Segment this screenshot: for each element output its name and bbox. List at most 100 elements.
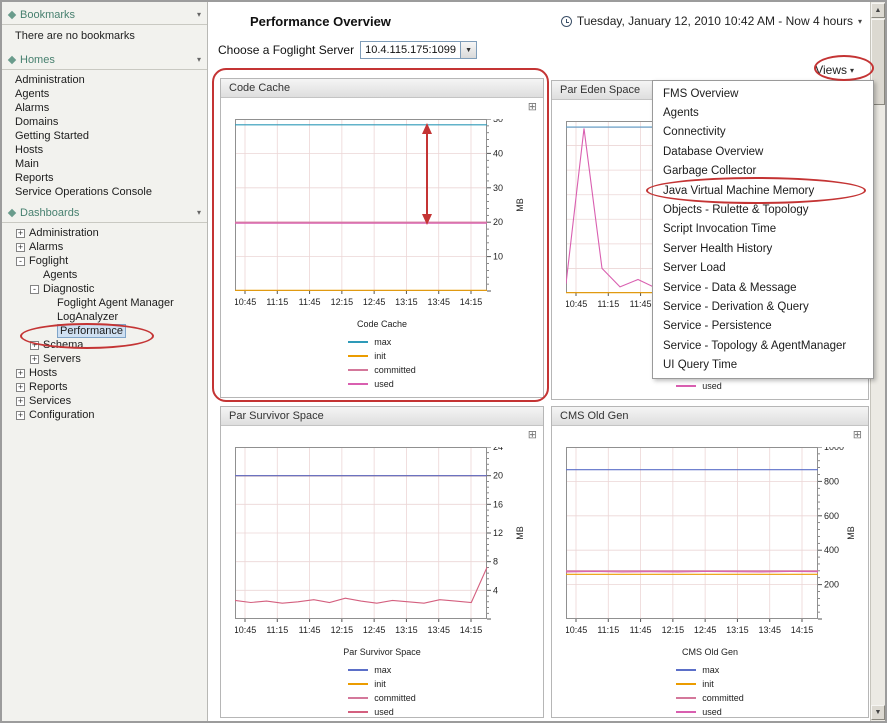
tree-label-schema[interactable]: Schema	[43, 339, 84, 351]
menu-item-garbage-collector[interactable]: Garbage Collector	[663, 165, 757, 178]
menu-item-agents[interactable]: Agents	[663, 107, 699, 120]
server-select[interactable]: 10.4.115.175:1099 ▼	[360, 41, 478, 59]
tree-label-reports[interactable]: Reports	[29, 381, 68, 393]
tree-label-foglight[interactable]: Foglight	[29, 255, 69, 267]
scrollbar-thumb[interactable]	[871, 19, 885, 105]
sidebar-item-agents[interactable]: Agents	[15, 88, 50, 100]
scroll-up-icon[interactable]: ▲	[871, 3, 885, 18]
chart-subtitle: Code Cache	[356, 319, 408, 329]
tree-item-loganalyzer[interactable]: LogAnalyzer	[2, 310, 207, 324]
views-button[interactable]: Views ▾	[815, 63, 854, 77]
legend-swatch	[676, 711, 697, 713]
tree-item-foglight-agent-manager[interactable]: Foglight Agent Manager	[2, 296, 207, 310]
menu-item-service-persistence[interactable]: Service - Persistence	[663, 320, 772, 333]
svg-text:11:15: 11:15	[266, 625, 288, 635]
section-collapse-icon[interactable]: ▾	[196, 55, 201, 64]
tree-item-agents[interactable]: Agents	[2, 268, 207, 282]
expand-icon[interactable]: +	[30, 339, 39, 350]
svg-text:13:45: 13:45	[427, 297, 450, 307]
legend-label: max	[702, 665, 720, 675]
collapse-icon[interactable]: -	[16, 256, 25, 266]
section-collapse-icon[interactable]: ▾	[196, 208, 201, 217]
menu-item-server-load[interactable]: Server Load	[663, 262, 726, 275]
sidebar-item-reports[interactable]: Reports	[15, 172, 54, 184]
menu-item-server-health-history[interactable]: Server Health History	[663, 242, 773, 255]
sidebar-item-hosts[interactable]: Hosts	[15, 144, 44, 156]
menu-item-service-derivation-query[interactable]: Service - Derivation & Query	[663, 300, 809, 313]
section-collapse-icon[interactable]: ▾	[196, 10, 201, 19]
menu-item-fms-overview[interactable]: FMS Overview	[663, 87, 739, 100]
sidebar-item-service-operations-console[interactable]: Service Operations Console	[15, 186, 152, 198]
maximize-icon[interactable]: ⊞	[527, 429, 537, 441]
tree-label-agents[interactable]: Agents	[43, 269, 78, 281]
legend-item-used: used	[676, 379, 744, 393]
tree-label-loganalyzer[interactable]: LogAnalyzer	[57, 311, 119, 323]
svg-text:11:45: 11:45	[630, 625, 652, 635]
legend-item-committed: committed	[676, 691, 744, 705]
expand-icon[interactable]: +	[16, 381, 25, 392]
expand-icon[interactable]: +	[16, 395, 25, 406]
legend-label: used	[702, 381, 722, 391]
tree-label-servers[interactable]: Servers	[43, 353, 81, 365]
svg-text:12:45: 12:45	[694, 625, 717, 635]
tree-label-foglight-agent-manager[interactable]: Foglight Agent Manager	[57, 297, 174, 309]
legend-item-used: used	[348, 705, 416, 719]
expand-icon[interactable]: +	[16, 241, 25, 252]
menu-item-service-topology-agentmanager[interactable]: Service - Topology & AgentManager	[663, 339, 847, 352]
legend-item-init: init	[676, 677, 744, 691]
expand-icon[interactable]: +	[16, 409, 25, 420]
sidebar-item-getting-started[interactable]: Getting Started	[15, 130, 89, 142]
tree-label-hosts[interactable]: Hosts	[29, 367, 58, 379]
tree-item-servers[interactable]: + Servers	[2, 352, 207, 366]
maximize-icon[interactable]: ⊞	[527, 101, 537, 113]
tree-item-foglight[interactable]: - Foglight	[2, 254, 207, 268]
chart-panel-title: Par Survivor Space	[221, 407, 543, 426]
collapse-icon[interactable]: -	[30, 284, 39, 294]
tree-item-alarms[interactable]: + Alarms	[2, 240, 207, 254]
menu-item-connectivity[interactable]: Connectivity	[663, 126, 726, 139]
tree-label-diagnostic[interactable]: Diagnostic	[43, 283, 95, 295]
dashboards-section-header[interactable]: Dashboards ▾	[2, 205, 207, 223]
sidebar-item-domains[interactable]: Domains	[15, 116, 59, 128]
tree-label-performance[interactable]: Performance	[57, 324, 126, 338]
main-content: Performance Overview Tuesday, January 12…	[209, 2, 874, 721]
tree-label-alarms[interactable]: Alarms	[29, 241, 64, 253]
menu-item-objects-rulette-topology[interactable]: Objects - Rulette & Topology	[663, 204, 809, 217]
scroll-down-icon[interactable]: ▼	[871, 705, 885, 720]
sidebar-item-administration[interactable]: Administration	[15, 74, 85, 86]
tree-item-services[interactable]: + Services	[2, 394, 207, 408]
sidebar-item-alarms[interactable]: Alarms	[15, 102, 50, 114]
tree-label-configuration[interactable]: Configuration	[29, 409, 95, 421]
homes-section-header[interactable]: Homes ▾	[2, 52, 207, 70]
menu-item-script-invocation-time[interactable]: Script Invocation Time	[663, 223, 777, 236]
time-range-control[interactable]: Tuesday, January 12, 2010 10:42 AM - Now…	[560, 14, 862, 28]
svg-text:200: 200	[824, 580, 839, 590]
svg-text:50: 50	[493, 119, 503, 124]
expand-icon[interactable]: +	[30, 353, 39, 364]
tree-item-hosts[interactable]: + Hosts	[2, 366, 207, 380]
maximize-icon[interactable]: ⊞	[852, 429, 862, 441]
tree-label-services[interactable]: Services	[29, 395, 72, 407]
chart-panel-title: CMS Old Gen	[552, 407, 868, 426]
menu-item-service-data-message[interactable]: Service - Data & Message	[663, 281, 797, 294]
select-arrow-icon[interactable]: ▼	[460, 42, 477, 58]
legend-swatch	[348, 697, 369, 699]
bookmarks-section-header[interactable]: Bookmarks ▾	[2, 7, 207, 25]
tree-item-performance[interactable]: Performance	[2, 324, 207, 338]
sidebar-item-main[interactable]: Main	[15, 158, 39, 170]
tree-item-administration[interactable]: + Administration	[2, 226, 207, 240]
legend-swatch	[348, 683, 369, 685]
menu-item-java-virtual-machine-memory[interactable]: Java Virtual Machine Memory	[663, 184, 815, 197]
svg-text:12:15: 12:15	[331, 297, 354, 307]
tree-item-configuration[interactable]: + Configuration	[2, 408, 207, 422]
expand-icon[interactable]: +	[16, 367, 25, 378]
tree-item-schema[interactable]: + Schema	[2, 338, 207, 352]
menu-item-ui-query-time[interactable]: UI Query Time	[663, 359, 738, 372]
tree-item-diagnostic[interactable]: - Diagnostic	[2, 282, 207, 296]
expand-icon[interactable]: +	[16, 227, 25, 238]
sidebar-section-homes: Homes ▾ Administration Agents Alarms Domain…	[2, 52, 207, 199]
tree-label-administration[interactable]: Administration	[29, 227, 99, 239]
legend-label: max	[374, 337, 392, 347]
tree-item-reports[interactable]: + Reports	[2, 380, 207, 394]
menu-item-database-overview[interactable]: Database Overview	[663, 145, 764, 158]
